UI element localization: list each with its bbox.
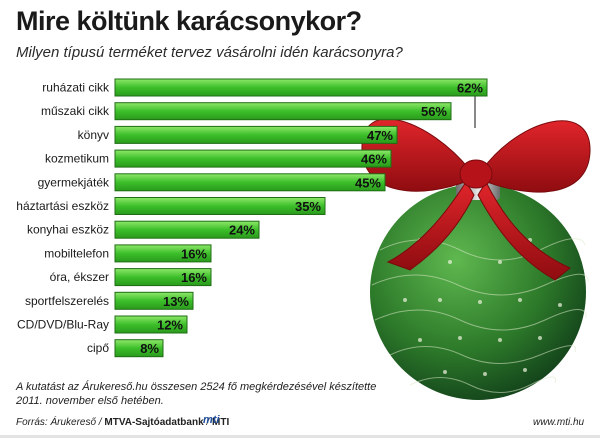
bar	[114, 220, 260, 239]
bar	[114, 244, 212, 263]
source-separator: /	[206, 417, 210, 428]
footnote-line-2: 2011. november első hetében.	[16, 395, 164, 407]
bar	[114, 268, 212, 287]
ribbon-bow	[361, 118, 591, 281]
bar	[114, 339, 164, 358]
category-label: műszaki cikk	[41, 104, 110, 118]
bar	[114, 102, 452, 121]
category-label: mobiltelefon	[44, 246, 109, 260]
value-label: 12%	[157, 318, 183, 333]
ornament-illustration	[361, 85, 591, 400]
value-label: 46%	[361, 152, 387, 167]
value-label: 8%	[140, 341, 159, 356]
value-label: 16%	[181, 270, 207, 285]
value-label: 56%	[421, 104, 447, 119]
category-label: gyermekjáték	[38, 175, 110, 189]
footnote-line-1: A kutatást az Árukereső.hu összesen 2524…	[16, 381, 377, 393]
footnote: A kutatást az Árukereső.hu összesen 2524…	[16, 380, 376, 408]
bar	[114, 125, 398, 144]
category-label: sportfelszerelés	[25, 294, 109, 308]
value-label: 62%	[457, 81, 483, 96]
category-label: kozmetikum	[45, 152, 109, 166]
category-label: háztartási eszköz	[16, 199, 109, 213]
ornament-pattern	[371, 238, 589, 393]
site-url: www.mti.hu	[533, 417, 585, 428]
value-label: 35%	[295, 199, 321, 214]
mti-logo: mti	[203, 414, 220, 426]
bar	[114, 78, 488, 97]
bar	[114, 173, 386, 192]
value-label: 24%	[229, 223, 255, 238]
page-subtitle: Milyen típusú terméket tervez vásárolni …	[16, 44, 403, 61]
value-label: 13%	[163, 294, 189, 309]
category-label: könyv	[78, 128, 109, 142]
bar	[114, 149, 392, 168]
source-bold-2: MTI	[212, 417, 230, 428]
bar	[114, 291, 194, 310]
category-label: konyhai eszköz	[27, 223, 109, 237]
source-bold-1: MTVA-Sajtóadatbank	[104, 417, 204, 428]
bottom-divider	[0, 435, 600, 438]
category-label: cipő	[87, 341, 109, 355]
page-title: Mire költünk karácsonykor?	[16, 6, 362, 36]
value-label: 45%	[355, 175, 381, 190]
category-label: óra, ékszer	[50, 270, 109, 284]
source-prefix: Forrás: Árukereső /	[16, 417, 102, 428]
bar	[114, 197, 326, 215]
value-label: 16%	[181, 246, 207, 261]
bars-group: ruházati cikk 62% műszaki cikk 56% könyv 47% k…	[16, 78, 488, 358]
source-credit: Forrás: Árukereső / MTVA-Sajtóadatbank /…	[16, 417, 229, 428]
category-label: ruházati cikk	[42, 81, 110, 95]
bar	[114, 315, 188, 334]
category-label: CD/DVD/Blu-Ray	[17, 318, 109, 332]
value-label: 47%	[367, 128, 393, 143]
